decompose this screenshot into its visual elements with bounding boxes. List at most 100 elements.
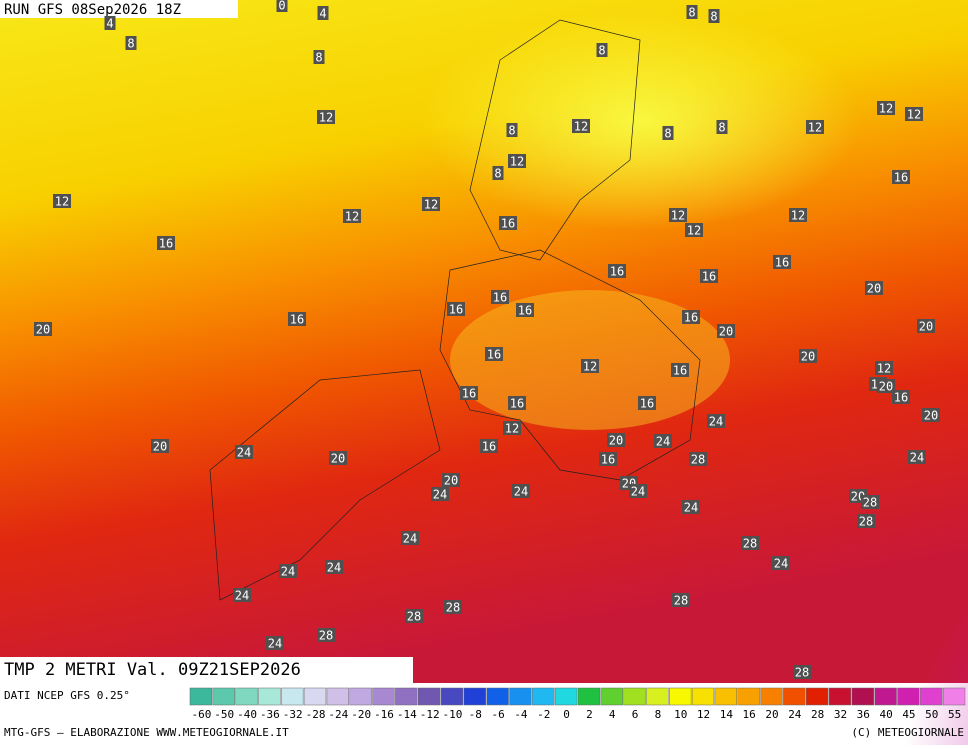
legend-swatch [874, 687, 897, 706]
label-box [700, 269, 718, 283]
legend-swatch [281, 687, 304, 706]
isotherm-label: 8 [494, 167, 501, 181]
label-box [581, 359, 599, 373]
label-box [329, 451, 347, 465]
label-box [151, 439, 169, 453]
legend-swatch [669, 687, 692, 706]
isotherm-label: 24 [631, 485, 645, 499]
label-box [503, 421, 521, 435]
label-box [716, 120, 728, 134]
legend-swatch [577, 687, 601, 706]
label-box [233, 588, 251, 602]
isotherm-label: 12 [808, 121, 822, 135]
run-label: RUN GFS 08Sep2026 18Z [4, 2, 181, 18]
isotherm-label: 4 [319, 7, 326, 21]
legend-tick-label: 2 [586, 708, 593, 721]
label-box [491, 290, 509, 304]
label-box [431, 487, 449, 501]
legend-swatch [532, 687, 555, 706]
isotherm-label: 16 [510, 397, 524, 411]
label-box [654, 434, 672, 448]
label-box [682, 500, 700, 514]
legend-tick-label: 6 [632, 708, 639, 721]
label-box [861, 495, 879, 509]
isotherm-label: 16 [501, 217, 515, 231]
isotherm-label: 28 [446, 601, 460, 615]
isotherm-label: 16 [702, 270, 716, 284]
isotherm-label: 16 [775, 256, 789, 270]
label-box [276, 0, 288, 12]
legend-swatch [714, 687, 738, 706]
isotherm-label: 24 [709, 415, 723, 429]
isotherm-label: 16 [159, 237, 173, 251]
label-box [288, 312, 306, 326]
legend-swatch [235, 687, 258, 706]
isotherm-label: 24 [514, 485, 528, 499]
title-box [0, 657, 413, 683]
legend-swatch [258, 687, 281, 706]
legend-tick-label: 50 [925, 708, 938, 721]
label-box [607, 433, 625, 447]
legend-tick-label: 24 [788, 708, 802, 721]
isotherm-label: 12 [907, 108, 921, 122]
isotherm-label: 20 [153, 440, 167, 454]
isotherm-label: 24 [281, 565, 295, 579]
legend-swatch [760, 687, 783, 706]
isotherm-label: 12 [879, 102, 893, 116]
isotherm-label: 12 [55, 195, 69, 209]
legend-tick-label: -32 [283, 708, 303, 721]
label-box [485, 347, 503, 361]
legend-tick-label: -10 [443, 708, 463, 721]
legend-tick-label: -36 [260, 708, 280, 721]
isotherm-label: 24 [656, 435, 670, 449]
label-box [401, 531, 419, 545]
isotherm-label: 28 [863, 496, 877, 510]
legend-swatch [395, 687, 418, 706]
isotherm-label: 16 [482, 440, 496, 454]
isotherm-label: 8 [598, 44, 605, 58]
label-box [707, 414, 725, 428]
isotherm-label: 0 [278, 0, 285, 13]
label-box [708, 9, 720, 23]
legend-swatch [554, 687, 578, 706]
isotherm-label: 24 [235, 589, 249, 603]
label-box [460, 386, 478, 400]
legend-tick-label: -14 [397, 708, 417, 721]
legend-swatch [646, 687, 669, 706]
label-box [789, 208, 807, 222]
legend-tick-label: 36 [857, 708, 870, 721]
isotherm-label: 16 [610, 265, 624, 279]
isotherm-label: 16 [684, 311, 698, 325]
isotherm-label: 28 [319, 629, 333, 643]
legend-tick-label: -50 [214, 708, 234, 721]
label-box [422, 197, 440, 211]
legend-tick-label: 16 [743, 708, 756, 721]
isotherm-label: 24 [774, 557, 788, 571]
label-box [793, 665, 811, 679]
legend-tick-label: 40 [879, 708, 892, 721]
label-box [685, 223, 703, 237]
label-box [905, 107, 923, 121]
legend-tick-label: 28 [811, 708, 824, 721]
legend-swatch [942, 687, 966, 706]
legend-swatch [486, 687, 509, 706]
label-box [596, 43, 608, 57]
isotherm-label: 20 [924, 409, 938, 423]
label-box [447, 302, 465, 316]
label-box [892, 390, 910, 404]
isotherm-label: 28 [691, 453, 705, 467]
isotherm-label: 12 [510, 155, 524, 169]
isotherm-label: 12 [671, 209, 685, 223]
legend-swatch [212, 687, 235, 706]
run-box [0, 0, 238, 18]
legend-tick-label: -60 [191, 708, 211, 721]
isotherm-label: 24 [237, 446, 251, 460]
isotherm-label: 4 [106, 17, 113, 31]
label-box [157, 236, 175, 250]
label-box [444, 600, 462, 614]
label-box [442, 473, 460, 487]
legend-swatch [623, 687, 646, 706]
label-box [857, 514, 875, 528]
label-box [499, 216, 517, 230]
legend: -60 -50 -40 -36 -32 -28 -24 -20 -16 -14 -12 -10 -8 -6… [189, 687, 966, 721]
